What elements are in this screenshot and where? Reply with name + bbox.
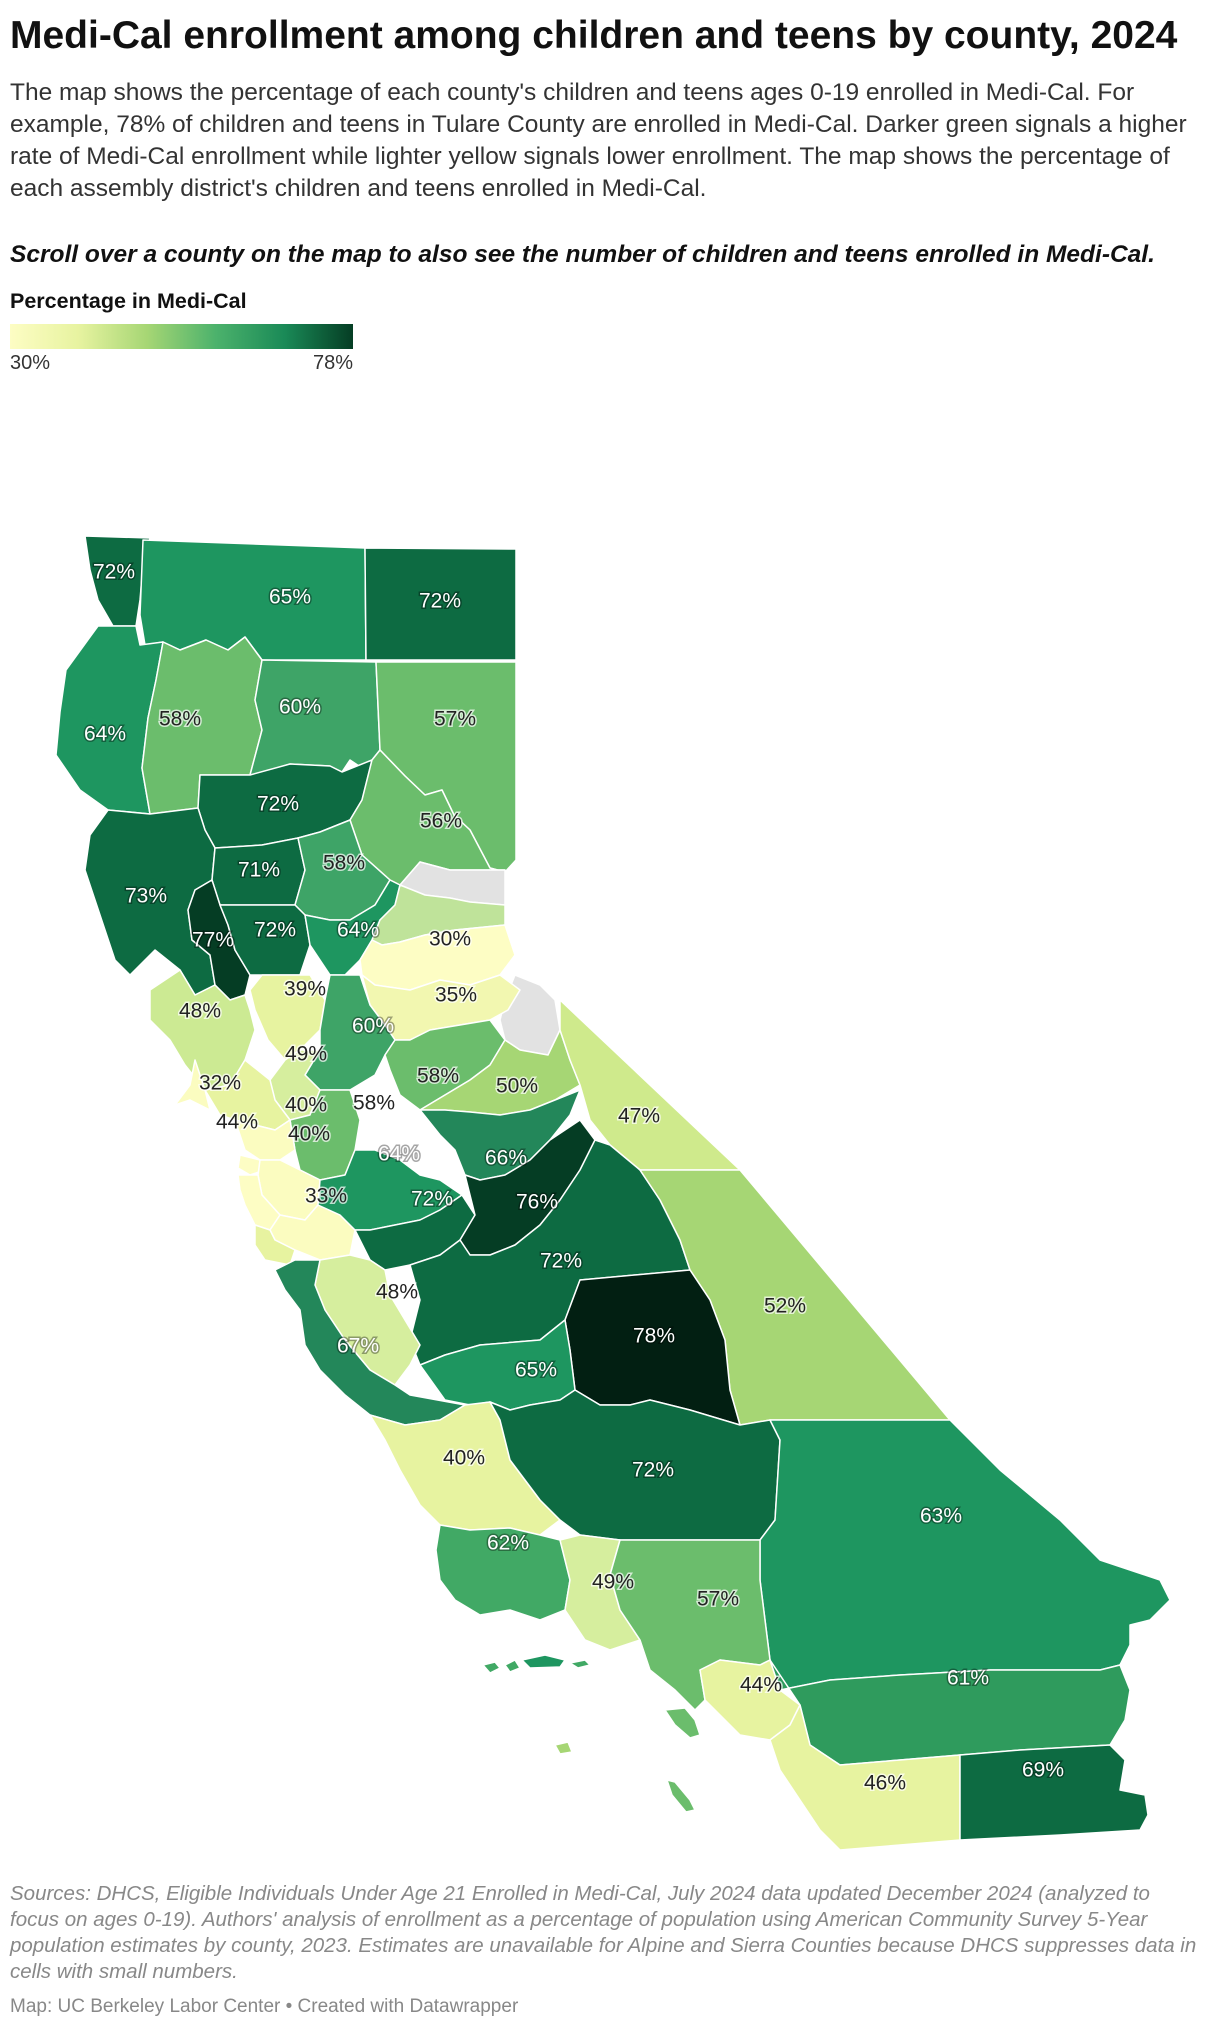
- county-value-label: 40%: [288, 1123, 330, 1146]
- county-value-label: 65%: [269, 586, 311, 609]
- county-region[interactable]: [304, 974, 396, 1091]
- county-region[interactable]: [234, 1119, 296, 1161]
- island: [664, 1707, 701, 1739]
- county-value-label: 71%: [238, 859, 280, 882]
- county-region[interactable]: [254, 1224, 296, 1266]
- county-region[interactable]: [759, 1419, 1171, 1691]
- page-content: Medi-Cal enrollment among children and t…: [10, 0, 1200, 378]
- county-value-label: 48%: [179, 1000, 221, 1023]
- county-value-label: 40%: [285, 1094, 327, 1117]
- county-value-label: 60%: [279, 696, 321, 719]
- county-value-label: 60%: [352, 1015, 394, 1038]
- county-value-label: 62%: [487, 1532, 529, 1555]
- county-value-label: 58%: [353, 1092, 395, 1115]
- county-value-label: 64%: [337, 919, 379, 942]
- island: [554, 1741, 573, 1755]
- county-region[interactable]: [139, 539, 367, 661]
- island: [569, 1659, 591, 1669]
- county-value-label: 72%: [254, 919, 296, 942]
- county-value-label: 63%: [920, 1505, 962, 1528]
- county-value-label: 58%: [417, 1065, 459, 1088]
- legend-title: Percentage in Medi-Cal: [10, 289, 247, 313]
- legend-gradient: [10, 324, 353, 349]
- county-value-label: 72%: [411, 1188, 453, 1211]
- county-value-label: 58%: [323, 852, 365, 875]
- map-credit: Map: UC Berkeley Labor Center • Created …: [10, 1996, 519, 2017]
- county-value-label: 49%: [592, 1571, 634, 1594]
- description: The map shows the percentage of each cou…: [10, 79, 1187, 202]
- county-value-label: 65%: [515, 1359, 557, 1382]
- county-value-label: 47%: [618, 1105, 660, 1128]
- county-labels: 72% 65% 72% 64% 58% 60% 57% 72% 56% 73% 71% 58% 77% 7…: [82, 559, 1065, 1796]
- county-value-label: 50%: [496, 1075, 538, 1098]
- county-value-label: 77%: [192, 929, 234, 952]
- county-region[interactable]: [149, 969, 256, 1091]
- county-value-label: 30%: [429, 928, 471, 951]
- county-region[interactable]: [419, 1089, 581, 1181]
- county-value-label: 39%: [284, 978, 326, 1001]
- county-value-label: 44%: [740, 1674, 782, 1697]
- county-value-label: 69%: [1022, 1759, 1064, 1782]
- county-value-label: 64%: [84, 723, 126, 746]
- county-value-label: 61%: [947, 1667, 989, 1690]
- island: [666, 1779, 696, 1813]
- island: [521, 1654, 566, 1669]
- hover-instruction: Scroll over a county on the map to also …: [10, 241, 1155, 268]
- legend-min-label: 30%: [10, 352, 51, 374]
- county-value-label: 48%: [376, 1281, 418, 1304]
- county-value-label: 57%: [434, 708, 476, 731]
- county-value-label: 40%: [443, 1447, 485, 1470]
- county-value-label: 57%: [697, 1588, 739, 1611]
- island: [482, 1661, 501, 1674]
- legend-labels: 30% 78%: [10, 352, 353, 378]
- source-note: Sources: DHCS, Eligible Individuals Unde…: [10, 1882, 1197, 1983]
- county-value-label: 66%: [485, 1147, 527, 1170]
- county-value-label: 72%: [419, 590, 461, 613]
- county-value-label: 44%: [216, 1111, 258, 1134]
- county-value-label: 76%: [516, 1191, 558, 1214]
- county-value-label: 67%: [337, 1335, 379, 1358]
- island: [504, 1659, 521, 1673]
- county-value-label: 56%: [420, 810, 462, 833]
- county-value-label: 49%: [285, 1043, 327, 1066]
- county-value-label: 64%: [378, 1143, 420, 1166]
- county-value-label: 72%: [540, 1250, 582, 1273]
- page-title: Medi-Cal enrollment among children and t…: [10, 14, 1178, 57]
- county-region[interactable]: [959, 1744, 1149, 1841]
- county-value-label: 46%: [864, 1772, 906, 1795]
- county-value-label: 35%: [435, 984, 477, 1007]
- county-region[interactable]: [435, 1524, 571, 1621]
- county-value-label: 33%: [305, 1185, 347, 1208]
- county-value-label: 72%: [257, 793, 299, 816]
- county-value-label: 78%: [633, 1325, 675, 1348]
- legend-max-label: 78%: [312, 352, 353, 374]
- county-region[interactable]: [364, 547, 517, 661]
- county-value-label: 73%: [125, 885, 167, 908]
- county-value-label: 52%: [764, 1295, 806, 1318]
- california-county-map[interactable]: 72% 65% 72% 64% 58% 60% 57% 72% 56% 73% 71% 58% 77% 7…: [0, 520, 1220, 1860]
- county-value-label: 72%: [93, 561, 135, 584]
- county-value-label: 72%: [632, 1459, 674, 1482]
- county-value-label: 58%: [159, 708, 201, 731]
- county-value-label: 32%: [199, 1072, 241, 1095]
